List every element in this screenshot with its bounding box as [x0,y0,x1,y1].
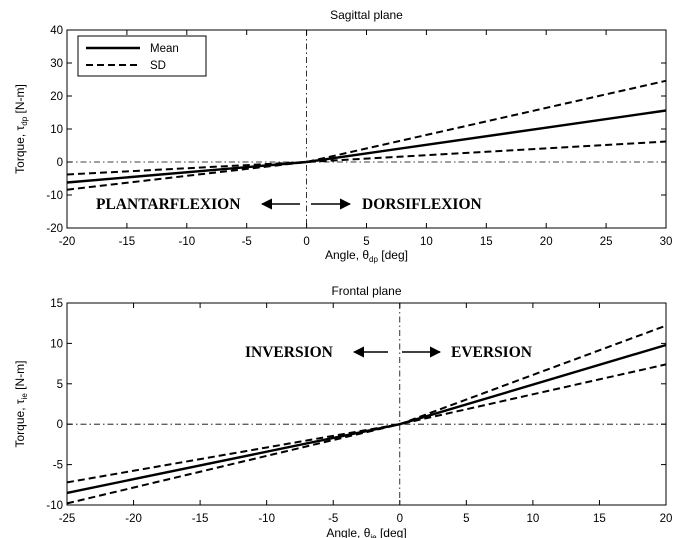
chart-sagittal: Sagittal plane -20 -15 -10 -5 0 5 10 15 20 25 30 -20… [13,8,672,264]
chart-title: Sagittal plane [330,8,403,22]
annotation-label: DORSIFLEXION [362,196,482,213]
legend-box [77,35,207,77]
chart-frontal: Frontal plane -25 -20 -15 -10 -5 0 5 10 15 20 -10 -5… [13,284,672,538]
x-tick-label: 15 [593,513,606,525]
x-tick-label: -5 [242,236,252,248]
x-tick-label: 20 [540,236,553,248]
x-axis-label: Angle, θdp [deg] [325,248,408,264]
y-tick-label: 5 [57,379,63,391]
y-tick-label: 0 [57,419,63,431]
x-axis-label: Angle, θie [deg] [326,526,406,538]
y-tick-label: -5 [53,460,63,472]
y-tick-label: 40 [50,25,63,37]
x-tick-label: -15 [192,513,209,525]
x-tick-label: 0 [303,236,309,248]
y-tick-label: 10 [50,124,63,136]
x-tick-label: -15 [119,236,136,248]
annotation-label: EVERSION [451,344,532,361]
y-tick-label: 30 [50,58,63,70]
series-line-sd-1 [66,324,667,505]
legend-label: SD [150,60,166,72]
x-tick-label: 10 [526,513,539,525]
x-tick-label: -25 [59,513,76,525]
x-tick-label: 25 [600,236,613,248]
x-tick-label: 10 [420,236,433,248]
series-line-sd-2 [66,140,667,176]
series-line-sd-2 [66,363,667,484]
y-tick-label: 10 [50,338,63,350]
y-tick-label: 15 [50,298,63,310]
series-line-sd-1 [66,79,667,191]
x-tick-label: 5 [463,513,469,525]
x-tick-label: 0 [397,513,403,525]
x-tick-label: -10 [178,236,195,248]
y-axis-label: Torque, τdp [N-m] [13,84,29,174]
y-tick-label: -10 [46,500,63,512]
y-tick-label: -10 [46,190,63,202]
x-tick-label: 5 [363,236,369,248]
annotation-label: INVERSION [245,344,333,361]
legend: Mean SD [77,35,207,77]
y-tick-label: 20 [50,91,63,103]
legend-label: Mean [150,43,179,55]
y-axis-label: Torque, τie [N-m] [13,360,29,447]
x-tick-label: -10 [258,513,275,525]
x-tick-label: -20 [125,513,142,525]
x-tick-label: -5 [328,513,338,525]
series-line-mean-0 [66,343,667,495]
chart-title: Frontal plane [331,284,401,298]
plot-frame [66,302,667,506]
x-tick-label: -20 [59,236,76,248]
y-tick-label: 0 [57,157,63,169]
x-tick-label: 20 [660,513,673,525]
annotation-label: PLANTARFLEXION [96,196,240,213]
y-tick-label: -20 [46,223,63,235]
x-tick-label: 15 [480,236,493,248]
series-line-mean-0 [66,109,667,184]
x-tick-label: 30 [660,236,673,248]
